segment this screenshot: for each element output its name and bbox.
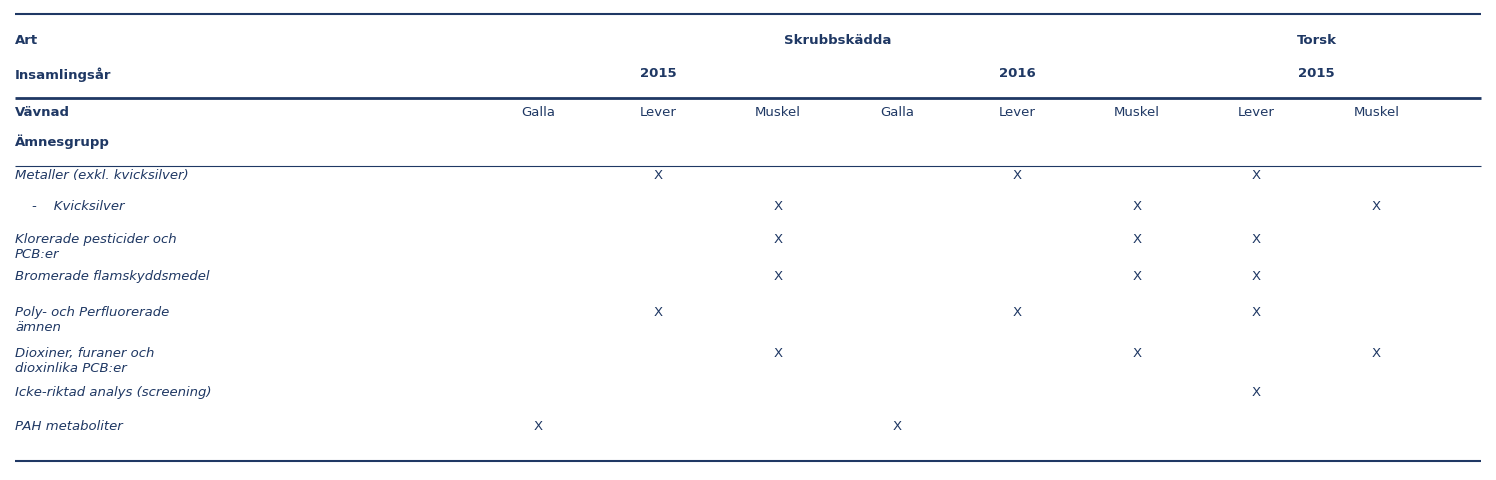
Text: X: X <box>773 270 782 283</box>
Text: X: X <box>1132 200 1141 213</box>
Text: X: X <box>1132 233 1141 246</box>
Text: X: X <box>1013 169 1022 182</box>
Text: X: X <box>893 420 902 433</box>
Text: Bromerade flamskyddsmedel: Bromerade flamskyddsmedel <box>15 270 209 283</box>
Text: X: X <box>773 233 782 246</box>
Text: Galla: Galla <box>522 106 555 119</box>
Text: Lever: Lever <box>640 106 676 119</box>
Text: Ämnesgrupp: Ämnesgrupp <box>15 134 109 149</box>
Text: Muskel: Muskel <box>755 106 800 119</box>
Text: X: X <box>1252 169 1261 182</box>
Text: 2015: 2015 <box>640 67 676 80</box>
Text: 2015: 2015 <box>1299 67 1334 80</box>
Text: -    Kvicksilver: - Kvicksilver <box>15 200 124 213</box>
Text: Icke-riktad analys (screening): Icke-riktad analys (screening) <box>15 386 211 399</box>
Text: X: X <box>1372 200 1381 213</box>
Text: Torsk: Torsk <box>1297 34 1336 47</box>
Text: X: X <box>534 420 543 433</box>
Text: X: X <box>1132 270 1141 283</box>
Text: X: X <box>1252 270 1261 283</box>
Text: Galla: Galla <box>881 106 914 119</box>
Text: Muskel: Muskel <box>1354 106 1399 119</box>
Text: X: X <box>1252 306 1261 319</box>
Text: X: X <box>1372 347 1381 360</box>
Text: X: X <box>773 200 782 213</box>
Text: Poly- och Perfluorerade
ämnen: Poly- och Perfluorerade ämnen <box>15 306 169 334</box>
Text: X: X <box>654 306 663 319</box>
Text: X: X <box>1252 233 1261 246</box>
Text: X: X <box>1252 386 1261 399</box>
Text: 2016: 2016 <box>999 67 1035 80</box>
Text: Insamlingsår: Insamlingsår <box>15 67 112 82</box>
Text: Lever: Lever <box>1239 106 1275 119</box>
Text: Klorerade pesticider och
PCB:er: Klorerade pesticider och PCB:er <box>15 233 177 261</box>
Text: X: X <box>1132 347 1141 360</box>
Text: Metaller (exkl. kvicksilver): Metaller (exkl. kvicksilver) <box>15 169 188 182</box>
Text: Lever: Lever <box>999 106 1035 119</box>
Text: X: X <box>773 347 782 360</box>
Text: Vävnad: Vävnad <box>15 106 70 119</box>
Text: Muskel: Muskel <box>1115 106 1159 119</box>
Text: X: X <box>1013 306 1022 319</box>
Text: Art: Art <box>15 34 37 47</box>
Text: PAH metaboliter: PAH metaboliter <box>15 420 123 433</box>
Text: X: X <box>654 169 663 182</box>
Text: Skrubbskädda: Skrubbskädda <box>784 34 892 47</box>
Text: Dioxiner, furaner och
dioxinlika PCB:er: Dioxiner, furaner och dioxinlika PCB:er <box>15 347 154 374</box>
